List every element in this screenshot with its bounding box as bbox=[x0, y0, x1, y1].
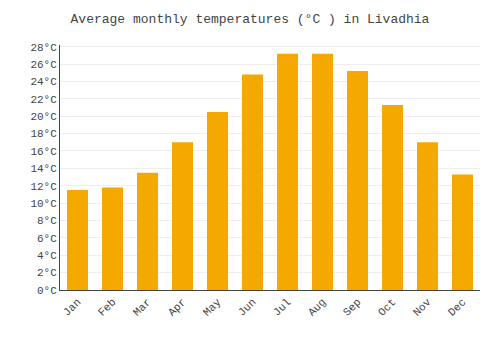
svg-text:8°C: 8°C bbox=[37, 215, 57, 227]
svg-text:Nov: Nov bbox=[411, 296, 434, 319]
svg-text:28°C: 28°C bbox=[30, 42, 57, 54]
svg-text:Average monthly temperatures (: Average monthly temperatures (°C ) in Li… bbox=[71, 12, 430, 27]
svg-text:Jul: Jul bbox=[271, 296, 293, 318]
svg-text:Apr: Apr bbox=[166, 296, 188, 318]
svg-text:6°C: 6°C bbox=[37, 233, 57, 245]
svg-text:0°C: 0°C bbox=[37, 285, 57, 297]
svg-text:10°C: 10°C bbox=[30, 198, 57, 210]
svg-text:18°C: 18°C bbox=[30, 128, 57, 140]
svg-text:May: May bbox=[201, 296, 224, 319]
svg-text:Oct: Oct bbox=[376, 296, 398, 318]
svg-text:4°C: 4°C bbox=[37, 250, 57, 262]
svg-text:Jun: Jun bbox=[236, 296, 258, 318]
svg-text:12°C: 12°C bbox=[30, 181, 57, 193]
svg-text:Jan: Jan bbox=[61, 296, 83, 318]
svg-text:20°C: 20°C bbox=[30, 111, 57, 123]
svg-text:Feb: Feb bbox=[96, 296, 118, 318]
svg-text:Sep: Sep bbox=[341, 296, 363, 318]
svg-text:16°C: 16°C bbox=[30, 146, 57, 158]
svg-text:14°C: 14°C bbox=[30, 163, 57, 175]
svg-text:2°C: 2°C bbox=[37, 267, 57, 279]
svg-text:24°C: 24°C bbox=[30, 76, 57, 88]
svg-text:Dec: Dec bbox=[446, 296, 468, 318]
svg-text:Aug: Aug bbox=[306, 296, 328, 318]
svg-text:22°C: 22°C bbox=[30, 94, 57, 106]
svg-text:Mar: Mar bbox=[131, 296, 153, 318]
svg-text:26°C: 26°C bbox=[30, 59, 57, 71]
